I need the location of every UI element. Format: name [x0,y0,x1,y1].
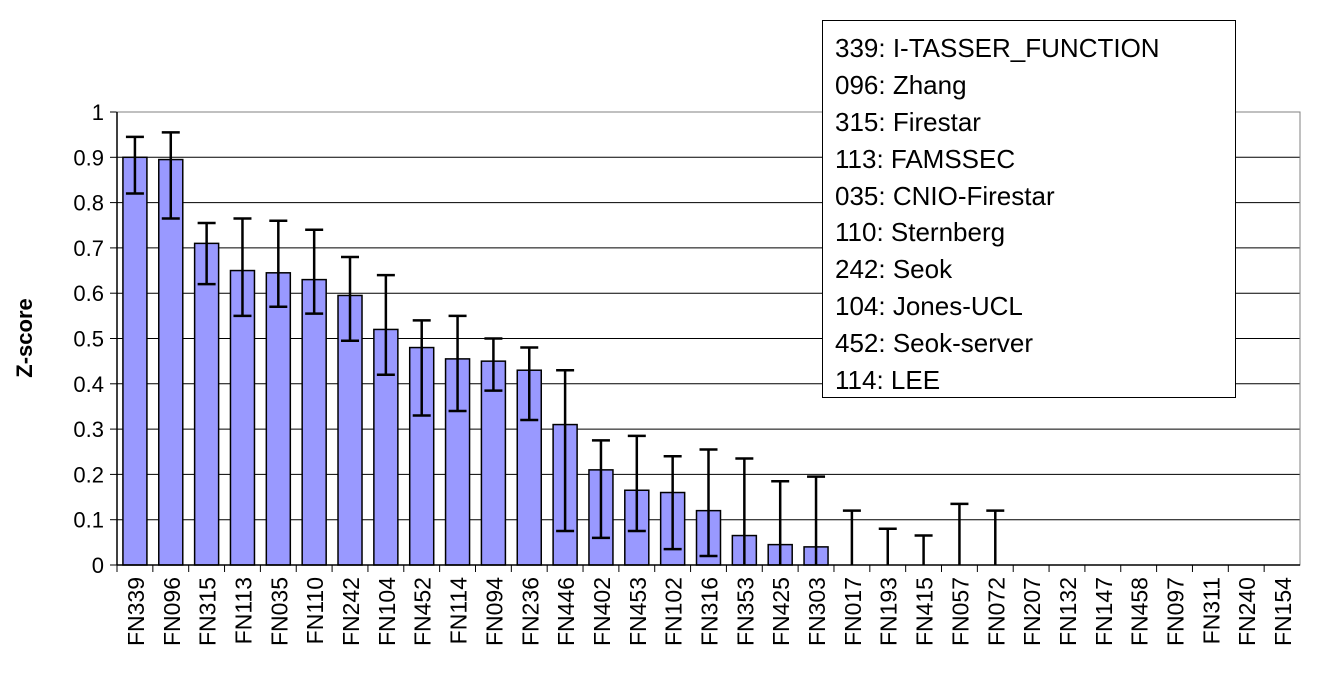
x-tick-label: FN402 [589,577,615,646]
x-tick-label: FN154 [1270,577,1296,646]
x-tick-label: FN035 [266,577,292,646]
bar-FN096 [158,158,184,566]
y-tick-label: 0.6 [73,281,104,306]
y-tick-label: 0.2 [73,462,104,487]
bar-FN339 [122,156,148,566]
x-tick-label: FN193 [876,577,902,646]
legend-item: 452: Seok-server [835,328,1033,359]
legend-item: 315: Firestar [835,106,981,137]
x-tick-label: FN207 [1019,577,1045,646]
x-tick-label: FN072 [983,577,1009,646]
x-tick-label: FN316 [697,577,723,646]
x-tick-label: FN315 [195,577,221,646]
x-tick-label: FN104 [374,577,400,646]
x-tick-label: FN017 [840,577,866,646]
x-tick-labels: FN339 FN096 FN315 FN113 FN035 FN110 FN242 FN104… [123,577,1296,646]
x-tick-label: FN415 [912,577,938,646]
x-tick-label: FN353 [732,577,758,646]
bar-FN035 [265,272,292,566]
legend-item: 104: Jones-UCL [835,291,1023,322]
legend-item: 113: FAMSSEC [835,143,1016,174]
y-tick-label: 0.9 [73,145,104,170]
y-tick-label: 0.3 [73,417,104,442]
x-tick-label: FN132 [1055,577,1081,646]
x-tick-label: FN311 [1198,577,1224,644]
x-tick-label: FN242 [338,577,364,646]
bars [122,156,829,566]
x-tick-label: FN236 [517,577,543,646]
y-tick-label: 1 [92,100,104,125]
y-tick-label: 0.5 [73,327,104,352]
legend-item: 035: CNIO-Firestar [835,180,1055,211]
x-tick-label: FN339 [123,577,149,646]
legend-list: 339: I-TASSER_FUNCTION 096: Zhang 315: Fir… [835,30,1235,399]
error-bars [125,131,1005,565]
x-tick-label: FN102 [661,577,687,646]
x-tick-label: FN096 [159,577,185,646]
axes [116,111,1301,572]
y-axis-label: Z-score [12,298,37,377]
x-tick-label: FN446 [553,577,579,646]
bar-FN315 [193,242,220,566]
y-tick-labels: 0 0.1 0.2 0.3 0.4 0.5 0.6 0.7 0.8 0.9 1 [73,100,104,578]
x-tick-label: FN113 [230,577,256,644]
x-tick-label: FN425 [768,577,794,646]
x-tick-label: FN452 [410,577,436,646]
y-tick-label: 0.1 [73,508,104,533]
y-tick-label: 0.7 [73,236,104,261]
legend-item: 096: Zhang [835,69,967,100]
x-tick-label: FN303 [804,577,830,646]
x-tick-label: FN240 [1234,577,1260,646]
x-tick-label: FN114 [446,577,472,645]
legend-item: 339: I-TASSER_FUNCTION [835,33,1160,63]
y-tick-label: 0.8 [73,191,104,216]
legend-item: 114: LEE [835,365,941,396]
y-tick-label: 0 [92,553,104,578]
legend-item: 110: Sternberg [835,217,1006,248]
x-tick-label: FN057 [947,577,973,646]
y-tick-label: 0.4 [73,372,104,397]
legend-item: 242: Seok [835,254,953,285]
bar-FN110 [301,278,327,566]
x-tick-label: FN453 [625,577,651,646]
x-tick-label: FN458 [1127,577,1153,646]
x-tick-label: FN147 [1091,577,1117,646]
x-tick-label: FN110 [302,577,328,644]
legend: 339: I-TASSER_FUNCTION 096: Zhang 315: Fir… [822,20,1236,398]
x-tick-label: FN097 [1163,577,1189,646]
x-tick-label: FN094 [481,577,507,646]
